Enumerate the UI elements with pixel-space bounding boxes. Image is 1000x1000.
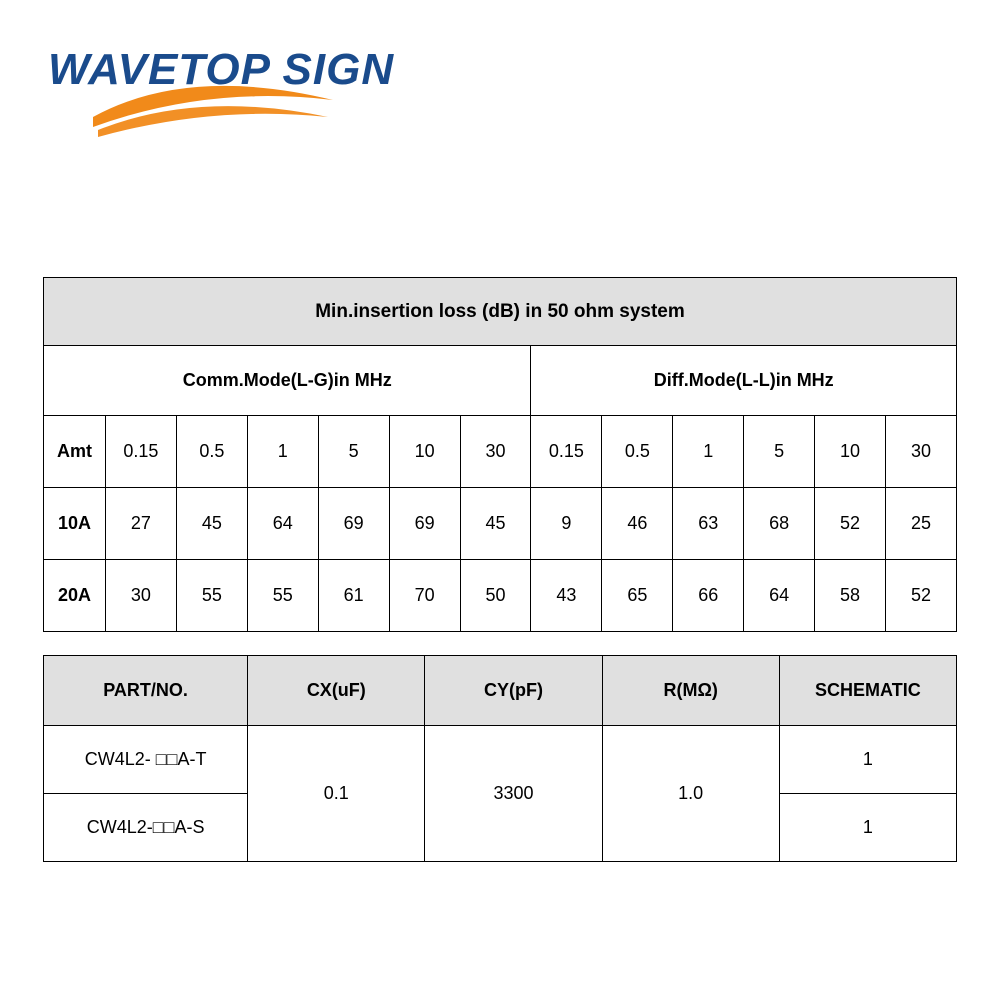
data-cell: 25 [886, 488, 957, 560]
t2-header: SCHEMATIC [779, 656, 956, 726]
freq-cell: 10 [815, 416, 886, 488]
row-label: 20A [44, 560, 106, 632]
data-cell: 70 [389, 560, 460, 632]
t2-header: CY(pF) [425, 656, 602, 726]
freq-cell: 30 [460, 416, 531, 488]
freq-cell: 0.15 [105, 416, 176, 488]
data-cell: 27 [105, 488, 176, 560]
schematic-cell: 1 [779, 726, 956, 794]
table1-sub-comm: Comm.Mode(L-G)in MHz [44, 346, 531, 416]
data-cell: 58 [815, 560, 886, 632]
t2-header: R(MΩ) [602, 656, 779, 726]
table-row: CW4L2- □□A-T 0.1 3300 1.0 1 [44, 726, 957, 794]
data-cell: 52 [815, 488, 886, 560]
freq-cell: 5 [318, 416, 389, 488]
freq-cell: 0.5 [176, 416, 247, 488]
freq-cell: 0.5 [602, 416, 673, 488]
data-cell: 9 [531, 488, 602, 560]
insertion-loss-table: Min.insertion loss (dB) in 50 ohm system… [43, 277, 957, 632]
t2-header: PART/NO. [44, 656, 248, 726]
data-cell: 43 [531, 560, 602, 632]
data-cell: 50 [460, 560, 531, 632]
part-spec-table: PART/NO. CX(uF) CY(pF) R(MΩ) SCHEMATIC C… [43, 655, 957, 862]
cy-cell: 3300 [425, 726, 602, 862]
data-cell: 45 [460, 488, 531, 560]
part-no-cell: CW4L2- □□A-T [44, 726, 248, 794]
freq-cell: 10 [389, 416, 460, 488]
data-cell: 63 [673, 488, 744, 560]
table1-freq-row: Amt 0.15 0.5 1 5 10 30 0.15 0.5 1 5 10 3… [44, 416, 957, 488]
t2-header: CX(uF) [248, 656, 425, 726]
table1-title: Min.insertion loss (dB) in 50 ohm system [44, 278, 957, 346]
data-cell: 55 [247, 560, 318, 632]
r-cell: 1.0 [602, 726, 779, 862]
brand-logo: WAVETOP SIGN [48, 45, 528, 95]
freq-cell: 5 [744, 416, 815, 488]
data-cell: 52 [886, 560, 957, 632]
data-cell: 30 [105, 560, 176, 632]
table-row: 10A 27 45 64 69 69 45 9 46 63 68 52 25 [44, 488, 957, 560]
data-cell: 65 [602, 560, 673, 632]
data-cell: 46 [602, 488, 673, 560]
cx-cell: 0.1 [248, 726, 425, 862]
row-label: 10A [44, 488, 106, 560]
freq-cell: 1 [673, 416, 744, 488]
data-cell: 69 [389, 488, 460, 560]
data-cell: 66 [673, 560, 744, 632]
part-no-cell: CW4L2-□□A-S [44, 794, 248, 862]
table-row: 20A 30 55 55 61 70 50 43 65 66 64 58 52 [44, 560, 957, 632]
amt-header: Amt [44, 416, 106, 488]
data-cell: 64 [744, 560, 815, 632]
data-cell: 61 [318, 560, 389, 632]
schematic-cell: 1 [779, 794, 956, 862]
data-cell: 64 [247, 488, 318, 560]
freq-cell: 1 [247, 416, 318, 488]
data-cell: 45 [176, 488, 247, 560]
data-cell: 55 [176, 560, 247, 632]
data-cell: 69 [318, 488, 389, 560]
logo-text: WAVETOP SIGN [48, 45, 528, 95]
table1-sub-diff: Diff.Mode(L-L)in MHz [531, 346, 957, 416]
freq-cell: 30 [886, 416, 957, 488]
freq-cell: 0.15 [531, 416, 602, 488]
data-cell: 68 [744, 488, 815, 560]
